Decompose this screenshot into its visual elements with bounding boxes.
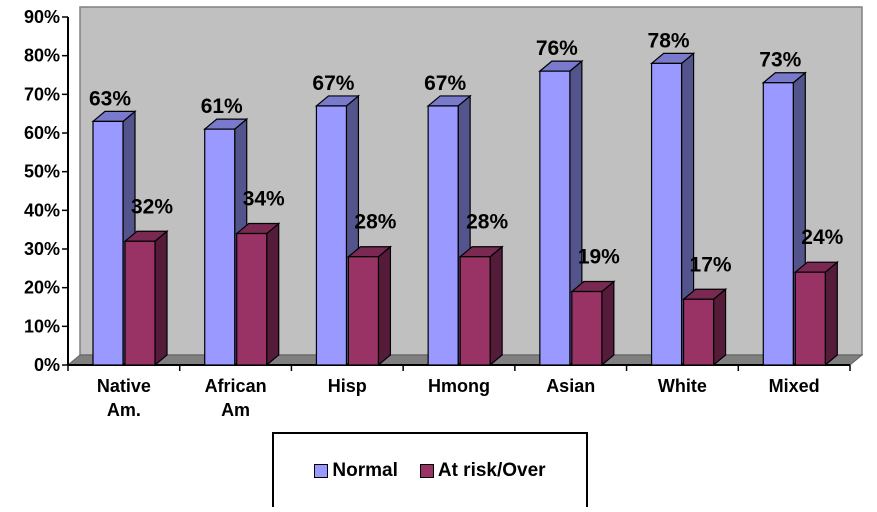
legend-label-normal: Normal — [332, 459, 398, 481]
bar-front — [124, 240, 156, 366]
data-label-normal: 78% — [648, 29, 690, 52]
bar-side — [377, 245, 392, 367]
legend-item-normal: Normal — [314, 459, 398, 482]
bar-side — [266, 222, 280, 367]
x-tick-label: Asian — [546, 376, 595, 396]
bar-front — [204, 128, 236, 366]
legend-item-at-risk: At risk/Over — [419, 459, 546, 482]
bar-side — [824, 260, 838, 367]
bar-front — [347, 256, 380, 366]
data-label-normal: 76% — [536, 37, 578, 60]
x-tick-label: Native — [97, 376, 151, 396]
bar-side — [154, 229, 168, 367]
bar-at-risk-0 — [123, 229, 169, 367]
bar-front — [539, 70, 571, 366]
y-tick-label: 90% — [24, 7, 60, 27]
bar-front — [92, 120, 124, 366]
x-tick-label: Am — [221, 400, 250, 420]
y-tick-label: 70% — [24, 84, 60, 104]
bar-at-risk-1 — [235, 222, 281, 367]
x-tick-label: Hmong — [428, 376, 490, 396]
legend-swatch-at-risk — [419, 463, 434, 478]
y-tick-label: 50% — [24, 162, 60, 182]
bar-at-risk-5 — [681, 287, 728, 367]
data-label-normal: 67% — [312, 72, 354, 95]
bar-side — [601, 280, 615, 367]
data-label-at-risk: 34% — [243, 188, 285, 211]
x-tick-label: African — [205, 376, 267, 396]
bar-front — [650, 62, 683, 366]
bar-at-risk-6 — [793, 260, 839, 367]
data-label-at-risk: 28% — [354, 211, 396, 234]
x-tick-label: Am. — [107, 400, 141, 420]
data-label-at-risk: 19% — [578, 246, 620, 269]
bar-at-risk-3 — [458, 245, 504, 367]
y-tick-label: 10% — [24, 316, 60, 336]
data-label-normal: 63% — [89, 87, 131, 110]
bar-side — [712, 287, 727, 367]
bar-normal-5 — [649, 52, 696, 367]
bar-normal-2 — [314, 94, 361, 367]
y-tick-label: 80% — [24, 46, 60, 66]
y-tick-label: 60% — [24, 123, 60, 143]
y-tick-label: 40% — [24, 200, 60, 220]
data-label-normal: 67% — [424, 72, 466, 95]
x-tick-label: Mixed — [769, 376, 820, 396]
bar-front — [236, 232, 268, 366]
bar-front — [571, 290, 603, 366]
data-label-at-risk: 28% — [466, 211, 508, 234]
bar-side — [489, 245, 503, 367]
bar-front — [427, 105, 459, 366]
bar-front — [459, 256, 491, 366]
data-label-at-risk: 17% — [690, 253, 732, 276]
x-tick-label: Hisp — [328, 376, 367, 396]
data-label-normal: 61% — [201, 95, 243, 118]
y-tick-label: 20% — [24, 278, 60, 298]
legend-label-at-risk: At risk/Over — [437, 459, 546, 481]
bar-front — [762, 82, 794, 366]
legend: Normal At risk/Over — [272, 432, 588, 507]
bar-front — [794, 271, 826, 366]
data-label-at-risk: 24% — [801, 226, 843, 249]
data-label-at-risk: 32% — [131, 195, 173, 218]
y-tick-label: 30% — [24, 239, 60, 259]
bar-front — [682, 298, 715, 366]
bar-at-risk-2 — [346, 245, 393, 367]
legend-swatch-normal — [314, 463, 329, 478]
bar-at-risk-4 — [570, 280, 616, 367]
x-tick-label: White — [658, 376, 707, 396]
y-tick-label: 0% — [34, 355, 60, 375]
data-label-normal: 73% — [759, 49, 801, 72]
bar-front — [315, 105, 348, 366]
